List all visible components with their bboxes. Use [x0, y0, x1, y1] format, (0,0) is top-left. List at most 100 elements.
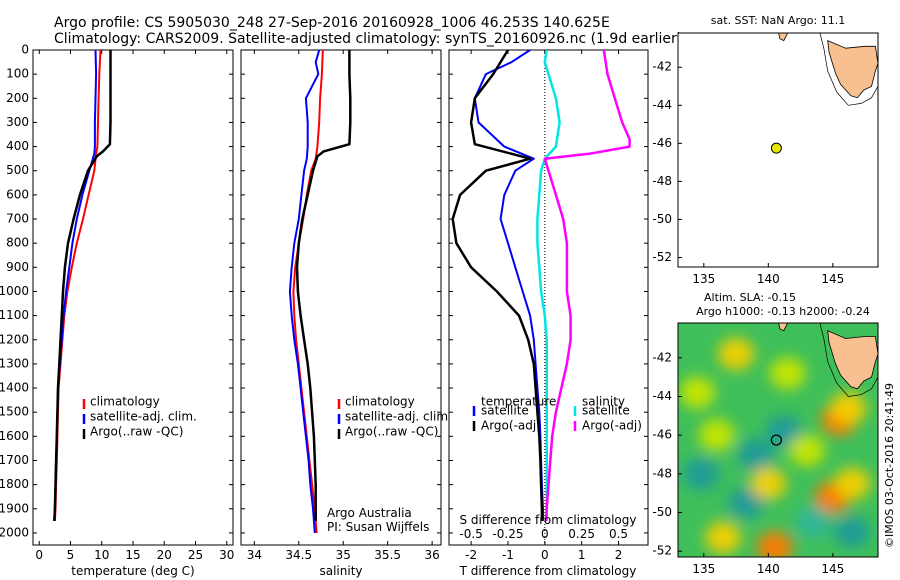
annotation-line2: PI: Susan Wijffels — [327, 520, 429, 534]
sla-map-title1: Altim. SLA: -0.15 — [704, 291, 796, 304]
temperature-ticks: 0100200300400500600700800900100011001200… — [0, 43, 234, 563]
shelf-contour — [819, 323, 878, 397]
series-line-s-argo — [543, 49, 631, 521]
s-diff-label: S difference from climatology — [460, 513, 637, 527]
sla-blob — [698, 419, 735, 452]
sst-map-ticks: 135 140 145 -42 -44 -46 -48 -50 -52 — [652, 60, 844, 286]
sla-map-area — [678, 323, 878, 557]
argo-location-marker — [770, 142, 782, 154]
sla-blob — [834, 515, 871, 548]
salinity-panel: 34 34.5 35 35.5 36 salinity climatology sate… — [240, 49, 452, 578]
sla-map-point-layer — [770, 434, 782, 446]
map-xtick-label: 140 — [757, 272, 780, 286]
x-tick-label: 5 — [67, 548, 75, 562]
map-xtick-label: 145 — [821, 562, 844, 576]
sla-blob — [679, 376, 716, 409]
depth-tick-label: 900 — [6, 260, 29, 274]
legend-argo: Argo(..raw -QC) — [90, 425, 183, 439]
depth-tick-label: 500 — [6, 163, 29, 177]
difference-lines — [451, 49, 631, 521]
depth-tick-label: 0 — [21, 43, 29, 57]
side-label: ©IMOS 03-Oct-2016 20:41:49 — [883, 383, 896, 548]
map-ytick-label: -44 — [652, 98, 672, 112]
legend2-climatology: climatology — [345, 395, 415, 409]
depth-tick-label: 1500 — [0, 405, 29, 419]
depth-tick-label: 600 — [6, 187, 29, 201]
header-line2: Climatology: CARS2009. Satellite-adjuste… — [54, 31, 682, 47]
sla-blob — [705, 521, 742, 554]
argo-location-marker-sla — [770, 434, 782, 446]
legend2-satellite: satellite-adj. clim. — [345, 410, 452, 424]
map-xtick-label: 135 — [692, 272, 715, 286]
series-line-argo-raw-qc- — [53, 50, 112, 521]
legend3-t-argo: Argo(-adj) — [481, 419, 541, 433]
temperature-xlabel: temperature (deg C) — [71, 564, 194, 578]
legend-climatology: climatology — [90, 395, 160, 409]
x-tick-label: -2 — [465, 548, 477, 562]
sst-map-title: sat. SST: NaN Argo: 11.1 — [711, 14, 845, 27]
sla-blob — [834, 467, 871, 500]
x-tick-label: 1 — [578, 548, 586, 562]
x-tick-label: 25 — [188, 548, 203, 562]
legend3-t-satellite: satellite — [481, 404, 529, 418]
depth-tick-label: 300 — [6, 115, 29, 129]
map-ytick-label: -50 — [652, 212, 672, 226]
s-tick-label: 0.5 — [609, 527, 628, 541]
land-mainland — [778, 33, 789, 42]
s-diff-ticks: -0.5 -0.25 0 0.25 0.5 — [459, 527, 628, 541]
map-ytick-label: -44 — [652, 389, 672, 403]
x-tick-label: 2 — [615, 548, 623, 562]
land-tasmania — [827, 39, 878, 99]
sla-map-frame — [677, 322, 879, 558]
header-line1: Argo profile: CS 5905030_248 27-Sep-2016… — [54, 15, 610, 31]
sla-map-land — [778, 323, 878, 397]
sst-map-frame — [677, 32, 879, 268]
sst-map-land — [778, 33, 878, 106]
sla-field — [679, 337, 871, 557]
map-ytick-label: -46 — [652, 136, 672, 150]
sla-blob — [683, 457, 720, 490]
sst-map-panel: sat. SST: NaN Argo: 11.1 135 140 145 -42 -44… — [652, 14, 879, 286]
map-ytick-label: -48 — [652, 466, 672, 480]
shelf-contour — [819, 33, 878, 106]
legend3-s-satellite: satellite — [582, 404, 630, 418]
s-tick-label: 0 — [541, 527, 549, 541]
depth-tick-label: 1400 — [0, 381, 29, 395]
annotation-line1: Argo Australia — [327, 506, 412, 520]
sla-map-panel: Altim. SLA: -0.15 Argo h1000: -0.13 h200… — [652, 291, 879, 576]
legend-satellite: satellite-adj. clim. — [90, 410, 197, 424]
temperature-panel: 0100200300400500600700800900100011001200… — [0, 43, 234, 579]
s-tick-label: -0.25 — [492, 527, 523, 541]
map-xtick-label: 135 — [692, 562, 715, 576]
x-tick-label: 20 — [157, 548, 172, 562]
sla-blob — [718, 337, 755, 370]
depth-tick-label: 800 — [6, 236, 29, 250]
series-line-s-satellite — [536, 49, 561, 521]
sla-blob — [737, 438, 774, 471]
depth-tick-label: 1100 — [0, 308, 29, 322]
x-tick-label: 34.5 — [285, 548, 312, 562]
x-tick-label: 15 — [125, 548, 140, 562]
depth-tick-label: 1900 — [0, 501, 29, 515]
sla-map-title2: Argo h1000: -0.13 h2000: -0.24 — [696, 305, 870, 318]
sla-blob — [789, 434, 826, 467]
series-line-argo-raw-qc- — [295, 50, 352, 521]
sla-blob — [830, 392, 867, 425]
legend3-temperature-title: temperature — [481, 395, 556, 409]
map-ytick-label: -46 — [652, 428, 672, 442]
legend2-argo: Argo(..raw -QC) — [345, 425, 438, 439]
s-tick-label: 0.25 — [568, 527, 595, 541]
x-tick-label: 0 — [35, 548, 43, 562]
depth-tick-label: 1000 — [0, 284, 29, 298]
sla-blob — [795, 506, 832, 539]
x-tick-label: 35.5 — [374, 548, 401, 562]
difference-legend: temperature salinity satellite Argo(-adj… — [472, 395, 642, 433]
difference-panel: -2 -1 0 1 2 T difference from climatology S … — [448, 49, 649, 578]
sla-map-ticks: 135 140 145 -42 -44 -46 -48 -50 -52 — [652, 350, 844, 576]
depth-tick-label: 200 — [6, 91, 29, 105]
sla-blob — [769, 357, 806, 390]
map-ytick-label: -52 — [652, 250, 672, 264]
depth-tick-label: 2000 — [0, 525, 29, 539]
sla-blob — [765, 415, 802, 448]
